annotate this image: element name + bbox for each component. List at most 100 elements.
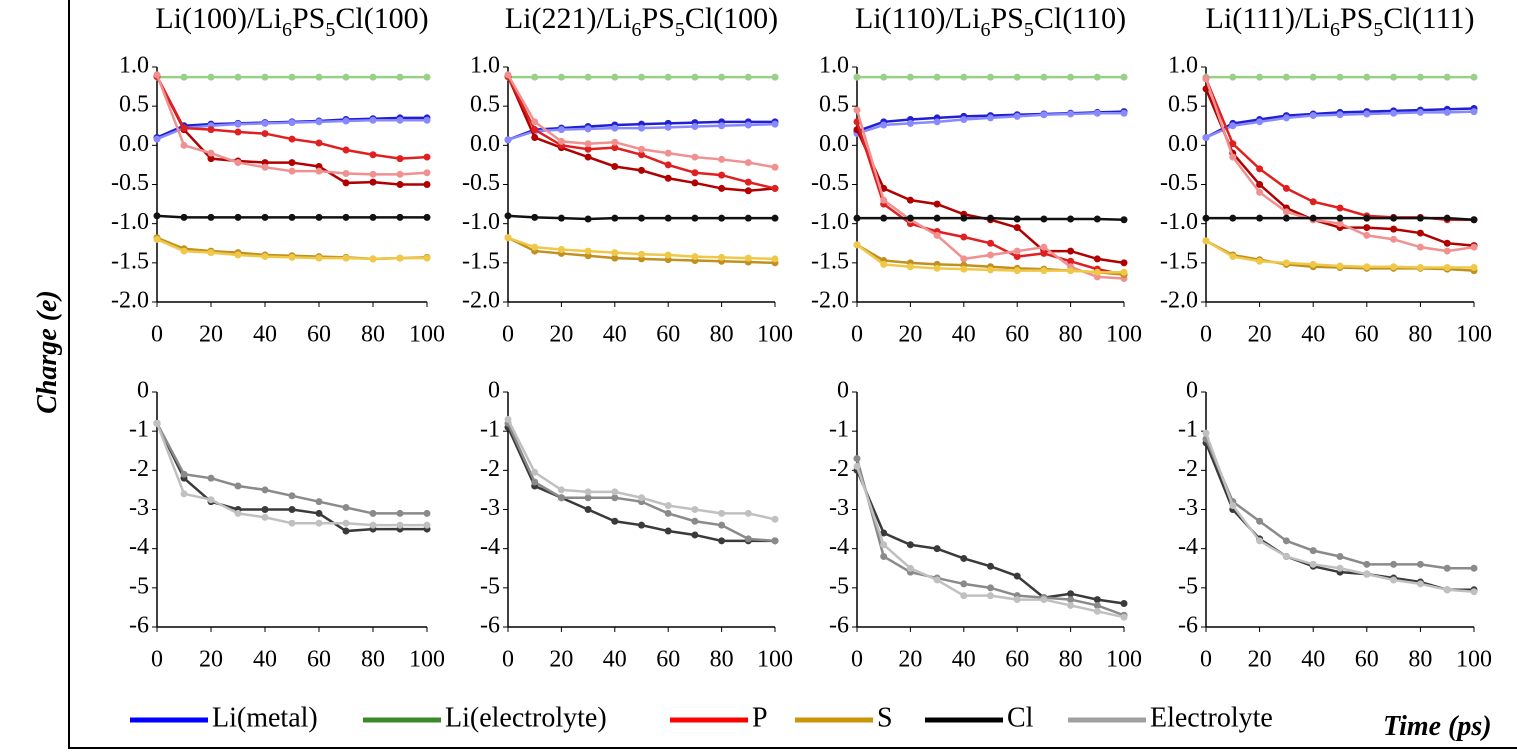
point — [987, 73, 994, 81]
point — [638, 145, 645, 153]
point — [342, 213, 350, 221]
point — [1229, 153, 1237, 161]
point — [369, 255, 377, 263]
point — [288, 492, 296, 500]
point — [342, 527, 350, 535]
point — [744, 187, 752, 195]
point — [396, 213, 404, 221]
point — [691, 214, 699, 222]
point — [531, 118, 539, 126]
point — [234, 120, 242, 128]
x-tick-label: 40 — [1301, 322, 1325, 348]
point — [1067, 247, 1075, 255]
point — [315, 254, 323, 262]
point — [1363, 570, 1371, 578]
point — [1443, 586, 1451, 594]
x-tick-label: 0 — [151, 647, 163, 673]
point — [1256, 257, 1264, 265]
point — [288, 253, 296, 261]
point — [396, 181, 404, 188]
point — [153, 135, 161, 143]
point — [1336, 73, 1344, 81]
x-tick-label: 100 — [1106, 647, 1142, 673]
y-tick-label: -5 — [129, 573, 149, 599]
y-tick-label: -0.5 — [1160, 170, 1198, 196]
point — [987, 584, 994, 592]
point — [1390, 235, 1398, 243]
x-tick-label: 0 — [851, 647, 863, 673]
point — [531, 126, 539, 134]
point — [207, 474, 215, 482]
y-tick-label: 0.0 — [1168, 131, 1198, 157]
series-line — [1204, 78, 1474, 221]
point — [1309, 260, 1317, 268]
point — [584, 215, 592, 223]
point — [207, 126, 215, 134]
x-tick-label: 80 — [710, 322, 734, 348]
y-tick-label: 1.0 — [819, 53, 849, 79]
point — [1013, 572, 1021, 580]
point — [906, 541, 914, 549]
point — [1282, 537, 1290, 545]
title-part: Cl(111) — [1383, 2, 1474, 35]
y-tick-label: -2 — [829, 456, 849, 482]
point — [504, 415, 512, 423]
point — [504, 71, 512, 79]
y-tick-label: -6 — [480, 613, 500, 639]
point — [1282, 73, 1290, 81]
point — [207, 496, 215, 504]
x-tick-label: 80 — [710, 647, 734, 673]
y-tick-label: -1.0 — [111, 209, 149, 235]
point — [664, 214, 672, 222]
point — [1282, 259, 1290, 267]
point — [933, 231, 941, 239]
point — [1067, 590, 1075, 598]
point — [261, 163, 269, 171]
point — [1416, 580, 1424, 588]
point — [1416, 560, 1424, 568]
x-tick-label: 80 — [361, 647, 385, 673]
point — [1202, 75, 1210, 83]
point — [369, 213, 377, 221]
point — [1256, 165, 1264, 173]
x-tick-label: 20 — [549, 647, 573, 673]
point — [557, 126, 565, 134]
point — [342, 117, 350, 125]
point — [718, 214, 726, 222]
point — [1390, 214, 1398, 222]
point — [960, 255, 968, 263]
point — [180, 470, 188, 478]
point — [315, 118, 323, 126]
point — [744, 178, 752, 186]
point — [638, 73, 645, 81]
point — [531, 243, 539, 251]
point — [369, 151, 377, 159]
point — [933, 200, 941, 208]
point — [771, 120, 779, 128]
point — [531, 134, 539, 141]
point — [342, 504, 350, 512]
point — [207, 155, 215, 163]
point — [584, 247, 592, 255]
x-tick-label: 20 — [1248, 322, 1272, 348]
y-tick-label: -6 — [1178, 613, 1198, 639]
point — [342, 179, 350, 187]
point — [960, 592, 968, 600]
point — [1390, 109, 1398, 117]
title-subscript: 6 — [980, 19, 990, 41]
point — [1229, 73, 1237, 81]
point — [423, 73, 431, 81]
point — [315, 167, 323, 175]
y-tick-label: 0.0 — [470, 131, 500, 157]
point — [611, 73, 619, 81]
point — [584, 506, 592, 513]
frame — [68, 0, 1517, 749]
y-tick-label: -3 — [480, 495, 500, 521]
x-tick-label: 100 — [1456, 647, 1492, 673]
x-tick-label: 80 — [1408, 322, 1432, 348]
point — [906, 564, 914, 572]
y-tick-label: 0 — [837, 378, 849, 404]
point — [584, 153, 592, 161]
x-tick-label: 80 — [1408, 647, 1432, 673]
point — [1093, 215, 1101, 223]
